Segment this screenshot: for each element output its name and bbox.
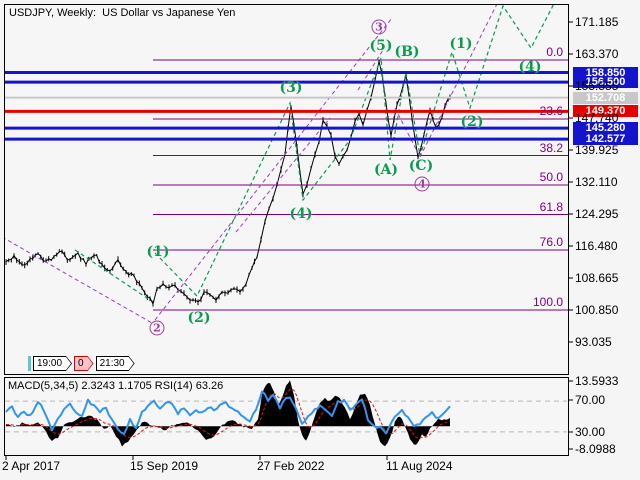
wave-label-2: (2)	[460, 114, 484, 130]
price-level-badge: 158.850	[573, 66, 638, 79]
trendline-4	[419, 5, 498, 158]
indicator-tick-label: 13.5933	[575, 374, 619, 388]
price-level-badge: 152.708	[573, 91, 638, 104]
y-axis-tick-label: 108.665	[575, 271, 619, 285]
axis-tick-marks	[5, 21, 573, 460]
fib-label-38.2: 38.2	[539, 140, 563, 155]
wave-label-4: (4)	[518, 59, 542, 75]
price-chart-panel	[4, 4, 569, 375]
x-axis-date-label: 11 Aug 2024	[386, 459, 453, 473]
wave-label-C: (C)	[408, 158, 434, 174]
time-tag: 19:00	[33, 356, 72, 371]
wave-label-2: 2	[149, 320, 165, 336]
time-tag-label: 19:00	[34, 357, 71, 370]
price-level-badge: 149.370	[573, 105, 638, 118]
wave-label-4: (4)	[289, 206, 313, 222]
time-tag: 0	[74, 356, 94, 371]
macd-area	[6, 380, 450, 447]
macd-signal-line	[6, 388, 451, 439]
rsi-line	[5, 390, 451, 435]
x-axis-date-label: 15 Sep 2019	[130, 459, 199, 473]
y-axis-tick-label: 132.110	[575, 175, 618, 189]
wave-label-3: (3)	[279, 80, 303, 96]
price-level-badge: 142.577	[573, 133, 638, 146]
time-tag: 21:30	[96, 356, 135, 371]
chart-title: USDJPY, Weekly: US Dollar vs Japanese Ye…	[9, 7, 236, 19]
price-series	[5, 59, 451, 307]
fib-label-61.8: 61.8	[539, 199, 563, 214]
y-axis-tick-label: 93.035	[575, 335, 612, 349]
wave-label-4: 4	[414, 176, 430, 192]
y-axis-tick-label: 116.480	[575, 239, 618, 253]
projection-zigzag-1	[154, 5, 555, 298]
fib-label-76.0: 76.0	[539, 235, 563, 249]
session-time-tags: 19:00 0 21:30	[28, 356, 135, 371]
trendline-1	[154, 17, 393, 321]
price-bar-ticks	[5, 59, 451, 307]
fib-label-50.0: 50.0	[539, 169, 563, 184]
indicator-series	[5, 380, 567, 447]
trendline-2	[235, 117, 331, 233]
wave-label-B: (B)	[394, 44, 420, 60]
fib-label-100.0: 100.0	[532, 295, 563, 309]
y-axis-tick-label: 163.370	[575, 47, 619, 61]
wave-label-3: 3	[371, 19, 387, 35]
indicator-tick-label: 30.00	[575, 425, 606, 439]
indicator-header: MACD(5,34,5) 2.3243 1.1705 RSI(14) 63.26	[8, 380, 224, 392]
y-axis-tick-label: 100.850	[575, 303, 619, 317]
wave-label-A: (A)	[373, 162, 399, 178]
wave-label-1: (1)	[449, 36, 473, 52]
projection-zigzag-0	[74, 249, 151, 301]
time-tag-label: 0	[75, 357, 93, 370]
trendline-0	[5, 238, 153, 324]
price-level-badge: 156.500	[573, 76, 638, 89]
trendline-3	[394, 107, 421, 158]
y-axis-tick-label: 155.555	[575, 79, 619, 93]
y-axis-tick-label: 147.740	[575, 111, 619, 125]
x-axis-date-label: 27 Feb 2022	[257, 459, 325, 473]
price-level-badge: 145.280	[573, 122, 638, 135]
y-axis-tick-label: 124.295	[575, 207, 619, 221]
indicator-tick-label: 70.00	[575, 393, 606, 407]
wave-label-5: (5)	[369, 38, 393, 54]
wave-projection-zigzag	[74, 5, 555, 301]
wave-label-2: (2)	[187, 310, 211, 326]
trendline-5	[357, 49, 384, 91]
y-axis-tick-label: 171.185	[575, 14, 619, 29]
session-marker-icon	[28, 356, 31, 371]
time-tag-label: 21:30	[97, 357, 134, 370]
horizontal-levels	[5, 71, 568, 141]
fib-label-0.0: 0.0	[546, 45, 563, 60]
indicator-tick-label: -8.0988	[575, 442, 616, 456]
wave-label-1: (1)	[146, 244, 170, 260]
x-axis-date-label: 2 Apr 2017	[2, 459, 61, 473]
y-axis-tick-label: 139.925	[575, 143, 619, 157]
fib-label-23.6: 23.6	[539, 104, 563, 119]
